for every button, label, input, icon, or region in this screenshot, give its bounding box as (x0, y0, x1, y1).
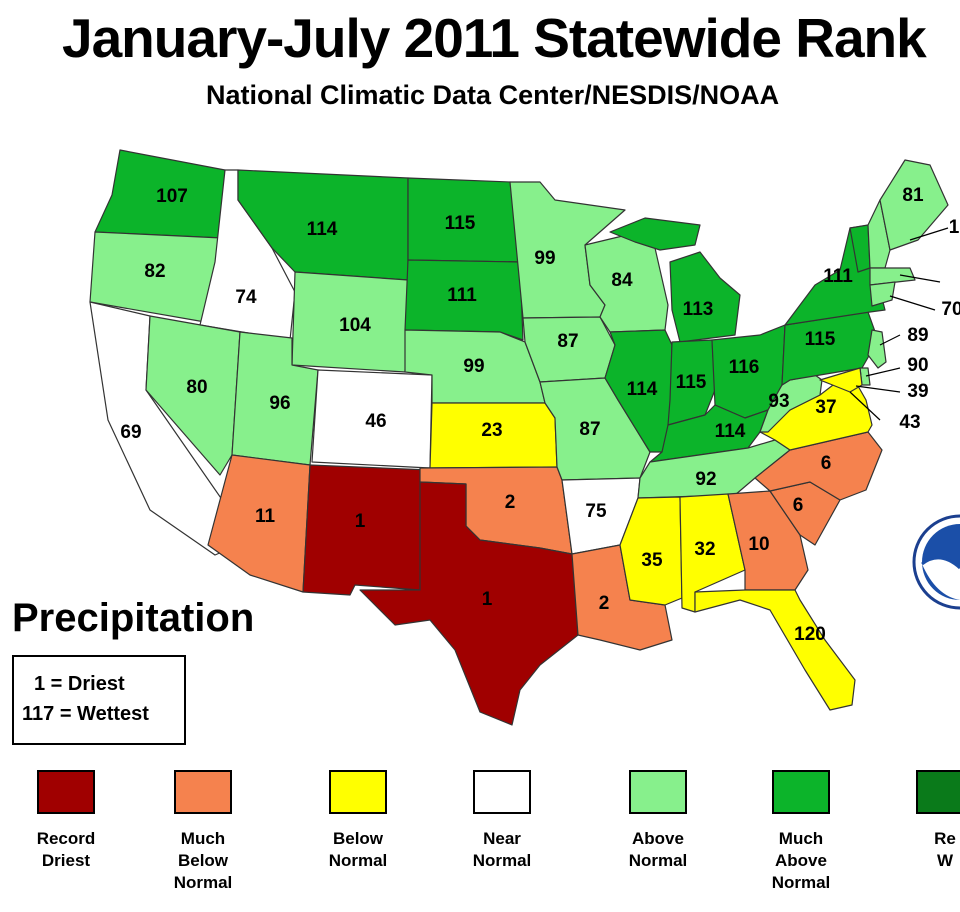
rank-WV: 93 (768, 391, 789, 412)
rank-CO: 46 (365, 411, 386, 432)
section-label: Precipitation (12, 596, 255, 640)
rank-PA: 115 (805, 329, 836, 350)
rank-NE: 99 (463, 356, 484, 377)
rank-WA: 107 (156, 186, 188, 207)
rank-NY: 111 (823, 266, 853, 287)
rank-MD: 39 (907, 381, 928, 402)
state-TX (359, 481, 579, 726)
rank-WI: 84 (611, 270, 633, 291)
rank-IN: 115 (676, 372, 707, 393)
state-FL (694, 589, 856, 711)
legend-label: Re W (934, 829, 956, 870)
noaa-logo (912, 514, 960, 610)
rank-DE: 90 (907, 355, 928, 376)
legend-swatch (37, 770, 95, 814)
rank-MO: 87 (579, 419, 600, 440)
rank-ID: 74 (235, 287, 257, 308)
rank-GA: 10 (748, 534, 769, 555)
rank-NC: 6 (821, 453, 832, 474)
state-NJ (867, 329, 887, 369)
state-ME (879, 159, 949, 251)
rank-key: 1 = Driest 117 = Wettest (12, 655, 186, 745)
rank-SD: 111 (447, 285, 477, 306)
rank-AR: 75 (585, 501, 607, 522)
rank-LA: 2 (599, 593, 610, 614)
key-driest: 1 = Driest (34, 673, 125, 695)
legend-swatch (473, 770, 531, 814)
state-NM (302, 464, 431, 596)
rank-MI: 113 (683, 299, 714, 320)
rank-NJ: 89 (907, 325, 928, 346)
rank-NV: 80 (186, 377, 207, 398)
rank-MS: 35 (641, 550, 663, 571)
rank-OK: 2 (505, 492, 516, 513)
rank-UT: 96 (269, 393, 290, 414)
rank-SC: 6 (793, 495, 804, 516)
rank-FL: 120 (794, 624, 826, 645)
rank-KS: 23 (481, 420, 502, 441)
page-title: January-July 2011 Statewide Rank (62, 7, 927, 69)
legend-label: Above Normal (628, 829, 688, 870)
us-precipitation-rank-map: 107 82 74 114 115 111 104 80 96 46 69 99… (89, 149, 960, 726)
legend-label: Below Normal (328, 829, 388, 870)
legend-label: Much Below Normal (173, 829, 233, 892)
rank-CA: 69 (120, 422, 141, 443)
legend-swatch (174, 770, 232, 814)
legend-swatch (916, 770, 960, 814)
legend-item: Above Normal (598, 770, 718, 872)
legend-swatch (772, 770, 830, 814)
state-MI-UP (609, 217, 701, 251)
legend-label: Record Driest (36, 829, 96, 870)
rank-VA: 37 (815, 397, 836, 418)
legend-item: Much Below Normal (143, 770, 263, 894)
rank-IL: 114 (627, 379, 658, 400)
rank-TX: 1 (482, 589, 493, 610)
rank-callout-ma: 70 (941, 299, 960, 320)
legend-item: Much Above Normal (741, 770, 861, 894)
legend-item: Near Normal (442, 770, 562, 872)
legend-swatch (329, 770, 387, 814)
rank-AL: 32 (694, 539, 715, 560)
legend-label: Much Above Normal (771, 829, 831, 892)
page-subtitle: National Climatic Data Center/NESDIS/NOA… (206, 80, 780, 110)
state-IL (604, 329, 673, 453)
rank-ND: 115 (445, 213, 476, 234)
rank-NM: 1 (355, 511, 366, 532)
rank-OR: 82 (144, 261, 165, 282)
rank-KY: 114 (715, 421, 746, 442)
rank-IA: 87 (557, 331, 578, 352)
rank-callout-ne-top: 1 (949, 217, 960, 238)
state-MA (869, 267, 916, 286)
state-NV (145, 315, 241, 476)
state-MI (669, 251, 741, 343)
rank-MT: 114 (307, 219, 338, 240)
legend-item: Record Driest (6, 770, 126, 872)
rank-DC: 43 (899, 412, 920, 433)
rank-OH: 116 (729, 357, 760, 378)
legend-item: Re W (885, 770, 960, 872)
state-CT (869, 281, 896, 307)
legend-label: Near Normal (472, 829, 532, 870)
rank-AZ: 11 (255, 506, 276, 527)
legend-item: Below Normal (298, 770, 418, 872)
rank-WY: 104 (339, 315, 371, 336)
state-NH (867, 199, 891, 269)
rank-TN: 92 (695, 469, 716, 490)
key-wettest: 117 = Wettest (22, 703, 149, 725)
rank-ME: 81 (902, 185, 924, 206)
state-MD (819, 367, 863, 393)
rank-MN: 99 (534, 248, 555, 269)
legend-swatch (629, 770, 687, 814)
